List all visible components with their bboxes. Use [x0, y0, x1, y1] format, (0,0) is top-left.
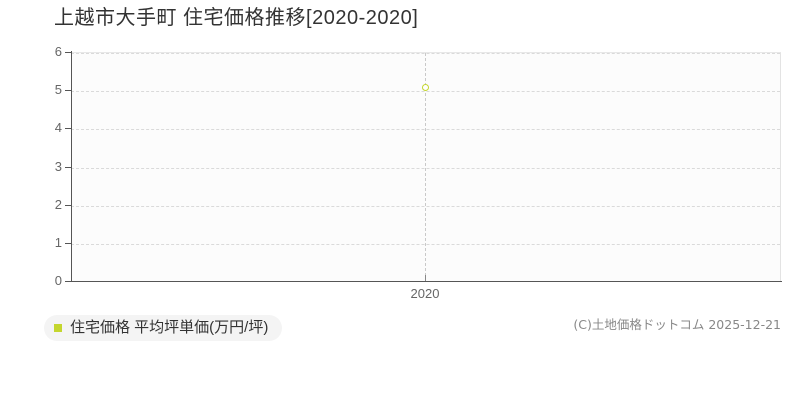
y-tick-label-6: 6 — [54, 44, 62, 59]
y-tick-4 — [65, 128, 71, 129]
y-tick-label-4: 4 — [54, 120, 62, 135]
legend-item-label: 住宅価格 平均坪単価(万円/坪) — [70, 319, 269, 336]
y-tick-label-0: 0 — [54, 273, 62, 288]
data-point-2020[interactable] — [421, 83, 429, 91]
copyright-credit: (C)土地価格ドットコム 2025-12-21 — [573, 317, 781, 332]
y-tick-2 — [65, 205, 71, 206]
y-tick-label-1: 1 — [54, 235, 62, 250]
x-tick-2020 — [425, 275, 426, 281]
y-axis-line — [71, 51, 72, 282]
x-tick-label-2020: 2020 — [410, 286, 440, 301]
y-tick-6 — [65, 52, 71, 53]
y-tick-1 — [65, 243, 71, 244]
y-tick-label-3: 3 — [54, 159, 62, 174]
y-tick-5 — [65, 90, 71, 91]
y-tick-0 — [65, 281, 71, 282]
plot-area — [71, 52, 781, 281]
x-axis-line — [71, 281, 782, 282]
legend-swatch-icon — [54, 324, 62, 332]
chart-title: 上越市大手町 住宅価格推移[2020-2020] — [54, 7, 419, 29]
y-tick-3 — [65, 167, 71, 168]
gridline-x-2020 — [425, 53, 426, 281]
y-tick-label-5: 5 — [54, 82, 62, 97]
y-tick-label-2: 2 — [54, 197, 62, 212]
chart-legend[interactable]: 住宅価格 平均坪単価(万円/坪) — [44, 315, 283, 341]
